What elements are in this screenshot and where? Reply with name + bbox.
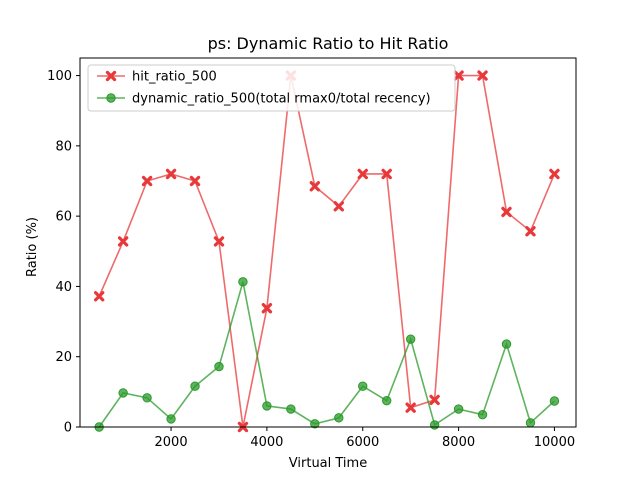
legend-entry-1: hit_ratio_500 <box>132 70 217 85</box>
plot-area <box>93 70 560 433</box>
marker-stroke <box>141 175 153 187</box>
y-tick-label: 60 <box>55 210 72 225</box>
series-2-point <box>453 404 464 414</box>
y-tick-label: 40 <box>55 280 72 295</box>
series-2-point <box>262 401 272 411</box>
series-line-1 <box>98 74 556 428</box>
legend-box <box>87 64 456 112</box>
chart-title: ps: Dynamic Ratio to Hit Ratio <box>208 34 449 53</box>
series-2-point <box>214 361 224 372</box>
marker-stroke <box>309 181 321 192</box>
series-1-point <box>189 175 201 187</box>
series-2-point <box>405 334 416 344</box>
marker-stroke <box>357 168 368 180</box>
marker-stroke <box>117 236 129 247</box>
series-2-point <box>477 410 488 420</box>
marker-stroke <box>381 168 392 180</box>
series-1-point <box>117 236 129 247</box>
y-axis-label: Ratio (%) <box>25 217 40 277</box>
series-1-point <box>405 402 416 413</box>
series-1-point <box>381 168 392 180</box>
series-2-point <box>238 277 248 287</box>
series-2-point <box>142 393 152 403</box>
series-1-point <box>261 303 273 314</box>
marker-stroke <box>105 70 117 82</box>
series-1-point <box>165 168 177 180</box>
axes: 2000 4000 6000 8000 10000 0 20 40 60 80 100 <box>47 57 577 450</box>
series-1-point <box>453 70 464 81</box>
x-tick-label: 10000 <box>534 435 575 450</box>
series-2-point <box>190 381 200 391</box>
legend-entry-2: dynamic_ratio_500(total rmax0/total rece… <box>132 92 431 107</box>
marker-stroke <box>525 226 536 237</box>
series-2-point <box>286 404 296 414</box>
series-2-point <box>334 413 344 423</box>
marker-stroke <box>333 201 344 212</box>
legend-marker-2 <box>106 93 116 103</box>
legend: hit_ratio_500 dynamic_ratio_500(total rma… <box>87 64 456 112</box>
series-2-point <box>501 339 512 349</box>
series-1-point <box>477 70 488 81</box>
series-2-point <box>549 396 560 406</box>
series-1-point <box>501 206 512 218</box>
series-1-point <box>93 291 105 302</box>
marker-stroke <box>501 206 512 218</box>
series-1-point <box>309 181 321 192</box>
marker-stroke <box>405 402 416 413</box>
series-2-point <box>310 419 320 429</box>
series-line-2 <box>98 281 555 428</box>
series-2-point <box>118 388 128 398</box>
x-tick-label: 4000 <box>250 435 283 450</box>
plot-frame <box>79 57 577 428</box>
marker-stroke <box>93 291 105 302</box>
y-tick-label: 0 <box>64 421 72 436</box>
marker-stroke <box>429 394 440 406</box>
y-tick-label: 20 <box>55 350 72 365</box>
x-tick-label: 6000 <box>346 435 379 450</box>
series-1-point <box>525 226 536 237</box>
series-1-point <box>141 175 153 187</box>
series-1-point <box>429 394 440 406</box>
marker-stroke <box>261 303 273 314</box>
series-1-point <box>213 236 225 247</box>
series-2-point <box>429 420 440 430</box>
y-tick-label: 100 <box>47 69 72 84</box>
series-2-point <box>525 418 536 428</box>
marker-stroke <box>189 175 201 187</box>
marker-stroke <box>213 236 225 247</box>
marker-stroke <box>477 70 488 81</box>
x-tick-label: 8000 <box>442 435 475 450</box>
series-2-point <box>358 381 368 391</box>
series-1-point <box>333 201 344 212</box>
legend-marker-1 <box>105 70 117 82</box>
series-2-point <box>382 395 392 406</box>
series-2-point <box>166 414 176 424</box>
series-1-point <box>549 168 560 180</box>
x-tick-label: 2000 <box>155 435 188 450</box>
marker-stroke <box>165 168 177 180</box>
marker-stroke <box>453 70 464 81</box>
y-tick-label: 80 <box>55 139 72 154</box>
series-1-point <box>357 168 368 180</box>
marker-stroke <box>549 168 560 180</box>
x-axis-label: Virtual Time <box>289 456 367 471</box>
